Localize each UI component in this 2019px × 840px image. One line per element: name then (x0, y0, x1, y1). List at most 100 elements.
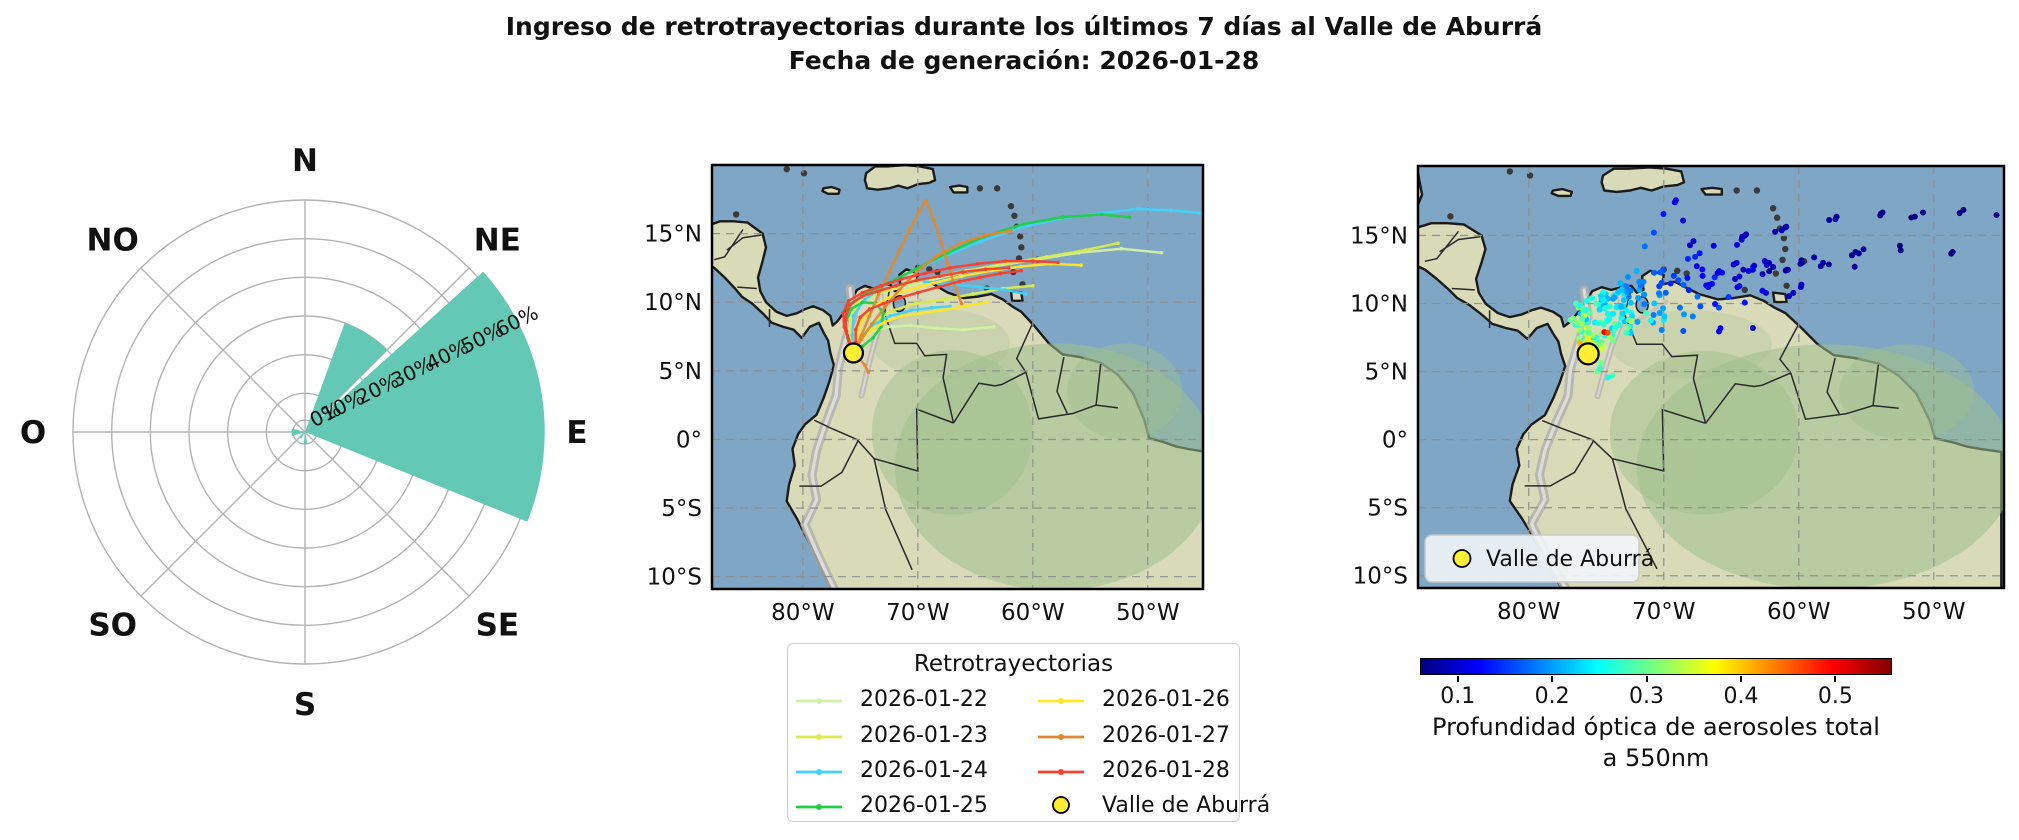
aod-point (1736, 283, 1743, 290)
generation-date: Fecha de generación: 2026-01-28 (788, 46, 1260, 75)
aod-point (1733, 259, 1740, 266)
country-border (1705, 372, 1791, 424)
aod-point (1693, 263, 1700, 270)
aod-point (1579, 316, 1586, 323)
island-dot (1683, 270, 1690, 277)
aod-point (1585, 335, 1592, 342)
source-marker (1576, 342, 1600, 366)
legend-entry-label: 2026-01-23 (860, 723, 988, 748)
legend-line-swatch (796, 734, 842, 740)
aod-point (1618, 303, 1625, 310)
aod-map-legend-label: Valle de Aburrá (1486, 547, 1654, 572)
aod-point (1740, 266, 1747, 273)
lat-tick-label: 10°N (1350, 291, 1408, 317)
aod-point (1658, 279, 1665, 286)
legend-marker-icon (1052, 796, 1070, 814)
island-dot (732, 211, 740, 218)
aod-point (1811, 254, 1818, 261)
aod-point (1624, 324, 1631, 331)
legend-line-swatch (1038, 698, 1084, 704)
colorbar-label-line1: Profundidad óptica de aerosoles total (1432, 713, 1880, 741)
aod-point (1583, 297, 1590, 304)
landmass (1550, 187, 1574, 198)
aod-point (1710, 242, 1717, 249)
country-border (714, 229, 744, 261)
lon-tick-label: 80°W (1497, 599, 1561, 625)
lon-tick-label: 60°W (1767, 599, 1831, 625)
aod-point (1602, 305, 1609, 312)
country-border (952, 371, 1027, 424)
aod-point (1635, 295, 1642, 302)
lon-tick-label: 50°W (1116, 600, 1180, 626)
legend-line-swatch (796, 804, 842, 810)
aod-point (1627, 299, 1634, 306)
colorbar-tick-label: 0.1 (1440, 684, 1476, 709)
source-marker (842, 342, 865, 364)
aod-point (1641, 243, 1648, 250)
aod-map-panel: 15°N 10°N 5°N 0° 5°S 10°S 80°W 70°W 60°W 50°W Vall… (1350, 164, 2006, 625)
lat-tick-label: 5°N (1365, 360, 1408, 386)
aod-point (1783, 223, 1790, 230)
aod-point (1770, 264, 1777, 271)
aod-point (1699, 266, 1706, 273)
trajectory-legend: Retrotrayectorias 2026-01-22 2026-01-26 20… (787, 643, 1270, 822)
aod-point (1692, 253, 1699, 260)
aod-point (1993, 212, 2000, 219)
country-border (1439, 236, 1481, 253)
aod-point (1686, 242, 1693, 249)
aod-point (1675, 277, 1682, 284)
aod-point (1657, 269, 1664, 276)
aod-point (1911, 213, 1918, 220)
legend-row: 2026-01-22 2026-01-26 (788, 685, 1241, 715)
aod-point (1786, 293, 1793, 300)
aod-point (1676, 304, 1683, 311)
legend-line-swatch (796, 698, 842, 704)
island-dot (1447, 213, 1454, 220)
aod-point (1636, 278, 1643, 285)
trajectory-2026-01-24 (851, 207, 1201, 355)
rose-sector-O (291, 428, 305, 437)
lon-tick-label: 70°W (886, 600, 950, 626)
aod-point (1798, 257, 1805, 264)
lat-tick-label: 5°S (1367, 496, 1408, 522)
aod-point (1593, 300, 1600, 307)
aod-point (1689, 313, 1696, 320)
aod-point (1628, 318, 1635, 325)
lat-tick-label: 5°N (659, 359, 702, 385)
aod-point (1715, 304, 1722, 311)
country-border (1451, 287, 1475, 291)
aod-point (1620, 297, 1627, 304)
legend-marker-icon (1452, 549, 1472, 568)
aod-point (1647, 317, 1654, 324)
lat-tick-label: 5°S (661, 496, 702, 522)
aod-point (1609, 372, 1616, 379)
trajectory-2026-01-27 (852, 229, 1013, 355)
lat-tick-label: 10°N (644, 290, 702, 316)
aod-point (1833, 213, 1840, 220)
island-dot (1674, 267, 1681, 275)
island-dot (1016, 233, 1024, 240)
aod-point (1685, 287, 1692, 294)
country-border (856, 408, 954, 472)
island-dot (976, 185, 984, 192)
aod-point (1877, 212, 1884, 219)
lat-tick-label: 0° (1382, 428, 1408, 454)
aod-point (1696, 250, 1703, 257)
island-dot (1007, 202, 1015, 210)
island-dot (1733, 187, 1740, 194)
lat-tick-label: 15°N (644, 222, 702, 248)
country-border (1524, 440, 1595, 487)
island-dot (1753, 187, 1761, 194)
mountain-range (803, 286, 856, 589)
aod-point (1699, 272, 1706, 279)
aod-point (1749, 324, 1756, 331)
compass-label-no: NO (87, 223, 139, 259)
country-border (1826, 357, 1840, 415)
island-dot (783, 165, 790, 173)
rose-spoke (140, 267, 306, 433)
aod-point (1610, 337, 1617, 344)
country-border (1056, 356, 1068, 414)
